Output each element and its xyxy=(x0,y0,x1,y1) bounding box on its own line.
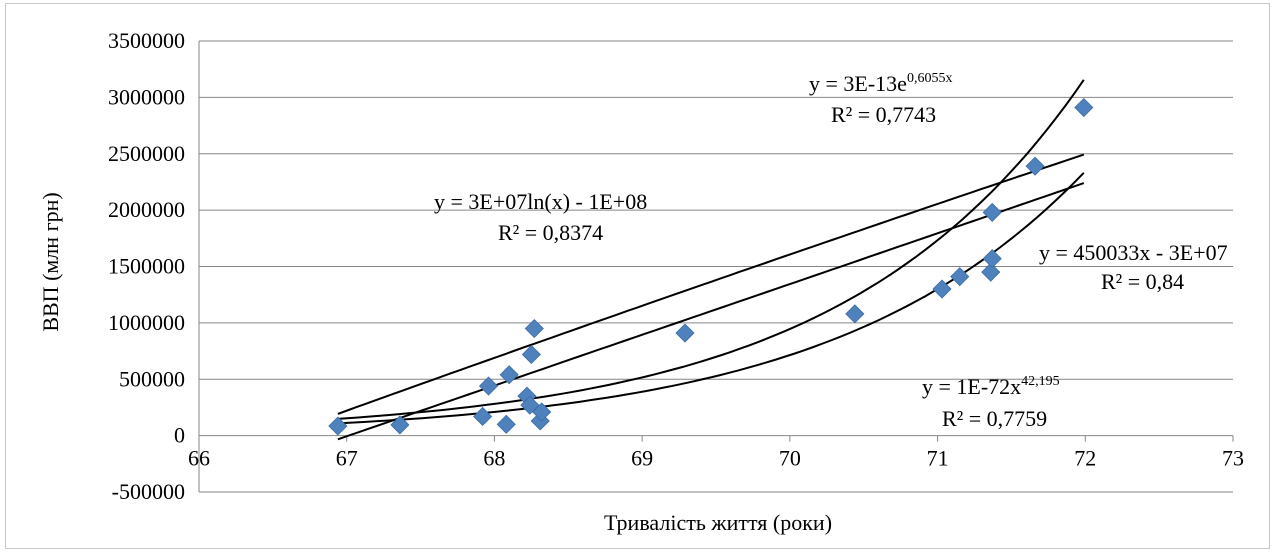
linear-trendline xyxy=(337,182,1085,441)
grid-lines xyxy=(199,40,1233,493)
data-points xyxy=(328,97,1094,436)
data-point xyxy=(520,395,540,415)
data-point xyxy=(982,202,1002,222)
power-r2-label: R² = 0,7759 xyxy=(942,406,1047,431)
y-tick-label: -500000 xyxy=(112,479,185,504)
x-tick-label: 72 xyxy=(1074,446,1096,471)
y-tick-label: 0 xyxy=(174,423,185,448)
data-point xyxy=(499,365,519,385)
scatter-chart: 3500000 3000000 2500000 2000000 1500000 10000… xyxy=(38,28,1244,535)
data-point xyxy=(390,415,410,435)
x-tick-label: 73 xyxy=(1222,446,1244,471)
power-equation-label: y = 1E-72x42,195 xyxy=(922,374,1060,399)
data-point xyxy=(950,267,970,287)
x-tick-label: 66 xyxy=(188,446,210,471)
data-point xyxy=(845,304,865,324)
data-point xyxy=(981,262,1001,282)
data-point xyxy=(982,249,1002,269)
data-point xyxy=(521,344,541,365)
x-tick-label: 67 xyxy=(336,446,358,471)
exponential-equation-exponent: 0,6055x xyxy=(907,71,953,86)
data-point xyxy=(675,323,695,343)
x-tick-label: 69 xyxy=(631,446,653,471)
exponential-r2-label: R² = 0,7743 xyxy=(831,102,936,127)
axes: 3500000 3000000 2500000 2000000 1500000 10000… xyxy=(108,28,1244,504)
data-point xyxy=(478,376,499,396)
y-tick-label: 1500000 xyxy=(108,254,185,279)
data-point xyxy=(932,279,952,299)
y-tick-label: 2500000 xyxy=(108,141,185,166)
exponential-equation-label: y = 3E-13e0,6055x xyxy=(809,71,952,96)
data-point xyxy=(524,318,544,339)
data-point xyxy=(328,416,348,436)
y-tick-label: 500000 xyxy=(119,366,185,391)
linear-equation-label: y = 450033x - 3E+07 xyxy=(1039,240,1228,265)
x-tick-label: 68 xyxy=(483,446,505,471)
y-tick-label: 3000000 xyxy=(108,84,185,109)
y-axis-title: ВВП (млн грн) xyxy=(38,192,63,331)
power-equation-base: y = 1E-72x xyxy=(922,374,1021,399)
y-tick-label: 3500000 xyxy=(108,28,185,53)
chart-frame: 3500000 3000000 2500000 2000000 1500000 10000… xyxy=(5,3,1270,549)
data-point xyxy=(532,402,552,422)
x-tick-label: 70 xyxy=(779,446,801,471)
data-point xyxy=(473,406,493,427)
power-equation-exponent: 42,195 xyxy=(1021,374,1060,389)
exponential-trendline xyxy=(337,79,1085,420)
log-equation-label: y = 3E+07ln(x) - 1E+08 xyxy=(434,189,647,214)
data-point xyxy=(1025,156,1045,176)
y-tick-label: 2000000 xyxy=(108,197,185,222)
linear-r2-label: R² = 0,84 xyxy=(1101,269,1184,294)
x-axis-title: Тривалість життя (роки) xyxy=(604,510,832,535)
data-point xyxy=(1074,97,1094,118)
log-r2-label: R² = 0,8374 xyxy=(498,220,603,245)
log-trendline xyxy=(337,153,1085,415)
exponential-equation-base: y = 3E-13e xyxy=(809,71,907,96)
data-point xyxy=(496,414,516,434)
x-tick-label: 71 xyxy=(927,446,949,471)
y-tick-label: 1000000 xyxy=(108,310,185,335)
